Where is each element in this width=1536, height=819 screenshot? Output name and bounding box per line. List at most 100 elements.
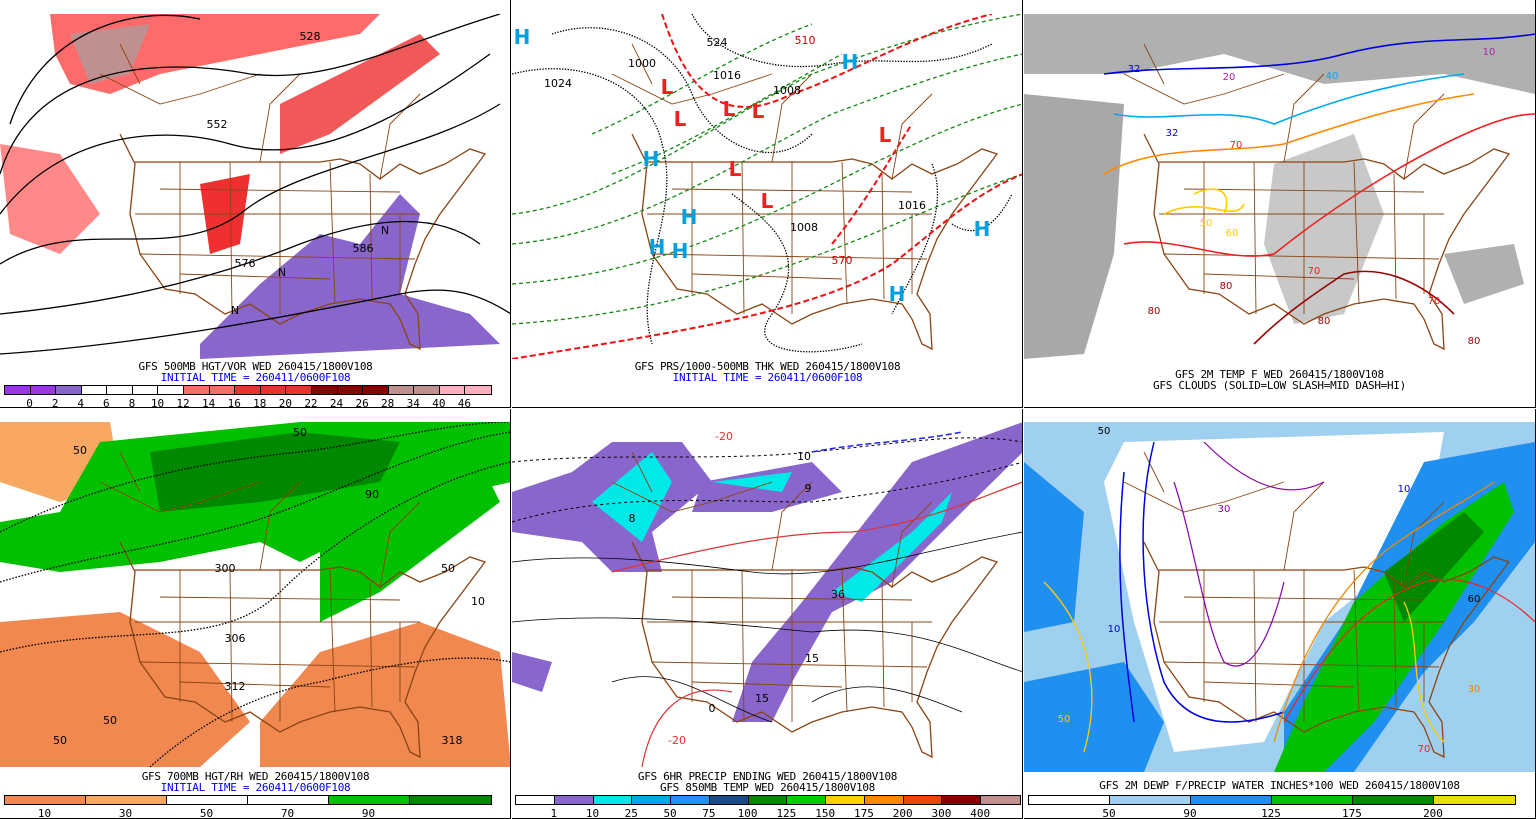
precip-water-fill (1384, 512, 1484, 622)
caption-title: GFS 2M DEWP F/PRECIP WATER INCHES*100 WE… (1099, 779, 1460, 792)
colorbar-segment (30, 386, 57, 394)
contour-line (731, 193, 863, 353)
map-label: 50 (73, 444, 87, 457)
colorbar-label: 50 (663, 807, 677, 819)
colorbar-segment (56, 386, 82, 394)
colorbar-label: 12 (176, 397, 190, 408)
contour-line (811, 686, 963, 713)
colorbar-segment (709, 796, 749, 804)
map-label: 10 (1108, 624, 1121, 635)
colorbar-segment (5, 796, 86, 804)
colorbar-label: 14 (202, 397, 216, 408)
province-border (631, 43, 653, 85)
map-2m-temperature: 32 20 40 32 50 60 70 80 80 70 80 70 80 10 (1024, 14, 1535, 359)
map-label: 1016 (898, 199, 926, 212)
colorbar-label: 22 (304, 397, 318, 408)
contour-line (1103, 93, 1475, 175)
rh-moist-fill (320, 462, 500, 622)
colorbar-label: 46 (457, 397, 472, 408)
state-border (651, 661, 928, 668)
state-border (139, 253, 416, 260)
precip-fill (832, 492, 952, 602)
contour-line (951, 193, 1013, 232)
map-label: 510 (795, 34, 816, 47)
colorbar-segment (632, 796, 672, 804)
colorbar-label: 125 (776, 807, 797, 819)
colorbar-segment (107, 386, 133, 394)
map-dewpoint: 50 30 10 60 70 30 50 10 (1024, 422, 1535, 772)
map-label: 1008 (773, 84, 801, 97)
map-label: -20 (715, 430, 733, 443)
state-border (179, 681, 331, 688)
panel-700mb-hgt-rh: 50 50 300 306 312 318 50 50 90 10 50 GFS 700MB HGT… (0, 409, 511, 819)
colorbar-label: 30 (118, 807, 133, 819)
contour-line (1043, 581, 1093, 753)
precip-water-fill (1024, 662, 1164, 772)
colorbar-segment (337, 386, 364, 394)
province-border (99, 481, 261, 513)
colorbar-label: 100 (737, 807, 758, 819)
contour-line (0, 103, 501, 265)
contour-line (0, 289, 510, 355)
colorbar-segment (247, 796, 329, 804)
map-label: 80 (1220, 281, 1233, 292)
caption-title: GFS PRS/1000-500MB THK WED 260415/1800V1… (634, 360, 901, 373)
contour-line (551, 27, 813, 153)
contour-line (9, 14, 201, 125)
colorbar-segment (286, 386, 312, 394)
map-label: 32 (1166, 128, 1179, 139)
state-border (841, 161, 848, 305)
state-border (881, 581, 885, 708)
colorbar-label: 10 (585, 807, 600, 819)
map-label: L (729, 157, 742, 181)
colorbar-label: 400 (970, 807, 991, 819)
map-label: 32 (1128, 64, 1141, 75)
contour-line (1273, 481, 1495, 743)
state-border (159, 188, 401, 193)
province-border (1123, 481, 1285, 513)
low-cloud-fill (1024, 94, 1124, 359)
contour-line (641, 689, 733, 768)
map-label: 90 (365, 488, 379, 501)
map-label: 1000 (628, 57, 656, 70)
contour-line (811, 431, 963, 453)
map-label: 70 (1418, 744, 1431, 755)
map-label: 1008 (790, 221, 818, 234)
colorbar-segment (363, 386, 389, 394)
state-border (1353, 161, 1360, 305)
state-border (1253, 569, 1257, 723)
contour-line (0, 14, 501, 175)
contour-line (512, 617, 1022, 673)
colorbar-segment (132, 386, 159, 394)
state-border (179, 273, 331, 280)
province-border (611, 73, 773, 105)
colorbar-label: 18 (253, 397, 267, 408)
state-border (881, 173, 885, 300)
precip-water-fill (1024, 462, 1084, 632)
colorbar-label: 0 (26, 397, 33, 408)
contour-line (1123, 113, 1535, 257)
panel-2m-temp-clouds: 32 20 40 32 50 60 70 80 80 70 80 70 80 10 GFS 2M TEMP… (1024, 0, 1536, 408)
colorbar-labels: 10 30 50 70 90 (4, 807, 490, 819)
colorbar-label: 40 (432, 397, 446, 408)
map-label: 15 (755, 692, 769, 705)
province-border (99, 73, 261, 105)
map-label: 15 (805, 652, 819, 665)
colorbar-labels: 50 90 125 175 200 (1028, 807, 1514, 818)
state-border (1353, 569, 1360, 713)
map-label: 1024 (544, 77, 572, 90)
caption-initial-time: INITIAL TIME = 260411/0600F108 (672, 371, 863, 384)
colorbar-label: 175 (853, 807, 874, 819)
map-label: 50 (1058, 714, 1071, 725)
map-label: 80 (1318, 316, 1331, 327)
contour-line (1403, 601, 1445, 743)
low-cloud-fill (1264, 134, 1384, 324)
colorbar-segment (942, 796, 982, 804)
colorbar-segment (409, 796, 491, 804)
rh-dry-fill (260, 622, 510, 767)
map-label: H (681, 205, 698, 229)
state-border (1183, 188, 1425, 193)
state-border (671, 188, 913, 193)
colorbar-segment (414, 386, 440, 394)
colorbar-segment (826, 796, 865, 804)
